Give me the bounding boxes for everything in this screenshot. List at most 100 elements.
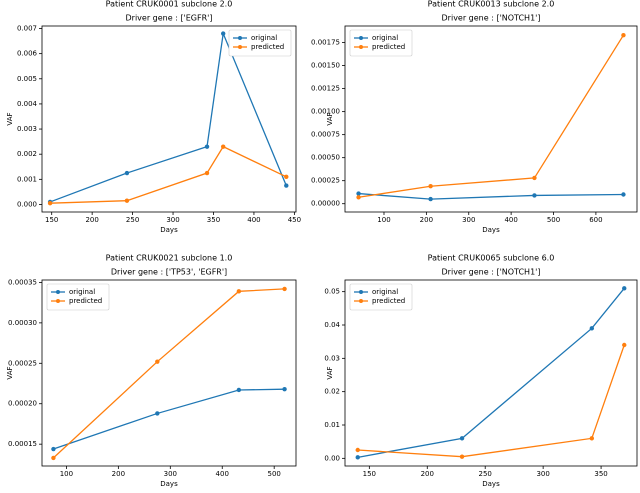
y-tick-label: 0.000 xyxy=(17,200,37,208)
chart-title: Patient CRUK0001 subclone 2.0 xyxy=(106,0,233,9)
x-tick-label: 300 xyxy=(462,216,475,224)
chart-subtitle: Driver gene : ['NOTCH1'] xyxy=(442,14,541,23)
x-tick-label: 250 xyxy=(479,470,492,478)
x-axis-label: Days xyxy=(160,226,178,234)
y-tick-label: 0.04 xyxy=(324,321,340,329)
legend-frame xyxy=(228,29,292,57)
point xyxy=(204,144,210,149)
y-tick-label: 0.005 xyxy=(17,75,37,83)
x-tick-label: 200 xyxy=(420,216,433,224)
series-line xyxy=(49,31,287,203)
y-tick-label: 0.00075 xyxy=(311,131,340,139)
series-line xyxy=(357,287,625,458)
legend-label: original xyxy=(372,288,398,296)
x-tick-label: 300 xyxy=(164,470,177,478)
point xyxy=(621,33,626,38)
y-tick-label: 0.00050 xyxy=(311,154,340,162)
chart-title: Patient CRUK0013 subclone 2.0 xyxy=(428,0,555,9)
x-tick-label: 500 xyxy=(547,216,560,224)
legend-label: predicted xyxy=(251,43,284,51)
y-tick-label: 0.03 xyxy=(324,354,340,362)
point xyxy=(155,411,160,416)
y-tick-label: 0.00025 xyxy=(311,177,340,185)
plot-frame xyxy=(41,25,297,213)
legend-marker xyxy=(359,299,363,303)
x-tick-label: 350 xyxy=(207,216,220,224)
legend-marker xyxy=(56,299,60,303)
x-tick-label: 150 xyxy=(45,216,58,224)
y-axis-label: VAF xyxy=(326,366,334,379)
point xyxy=(621,192,626,197)
point xyxy=(51,446,56,452)
point xyxy=(284,174,289,180)
plot-frame xyxy=(344,25,638,213)
legend-label: original xyxy=(251,34,277,42)
point xyxy=(356,195,361,200)
y-tick-label: 0.006 xyxy=(17,50,38,58)
legend-marker xyxy=(56,290,60,294)
legend-marker xyxy=(238,45,242,49)
point xyxy=(355,455,360,460)
y-tick-label: 0.00015 xyxy=(8,440,37,448)
x-tick-label: 350 xyxy=(594,470,607,478)
point xyxy=(459,454,465,459)
x-tick-label: 300 xyxy=(166,216,179,224)
x-tick-label: 300 xyxy=(536,470,549,478)
y-axis-label: VAF xyxy=(6,366,14,379)
y-tick-label: 0.001 xyxy=(17,175,37,183)
x-tick-label: 500 xyxy=(267,470,280,478)
y-axis-label: VAF xyxy=(6,112,14,125)
point xyxy=(532,193,537,198)
series-line xyxy=(358,192,624,200)
point xyxy=(589,326,595,331)
point xyxy=(236,387,242,393)
legend-marker xyxy=(238,36,242,40)
y-tick-label: 0.003 xyxy=(17,125,37,133)
point xyxy=(47,201,53,206)
y-tick-label: 0.00125 xyxy=(311,85,340,93)
x-axis-label: Days xyxy=(482,226,500,234)
point xyxy=(284,183,289,188)
series-line xyxy=(358,34,624,198)
point xyxy=(428,184,433,189)
legend-label: predicted xyxy=(372,43,405,51)
x-tick-label: 600 xyxy=(589,216,602,224)
point xyxy=(356,191,361,196)
legend-frame xyxy=(46,283,110,311)
point xyxy=(124,170,130,176)
x-tick-label: 200 xyxy=(112,470,125,478)
x-axis-label: Days xyxy=(160,480,178,488)
y-tick-label: 0.00175 xyxy=(311,39,340,47)
legend-frame xyxy=(349,283,413,311)
y-tick-label: 0.00030 xyxy=(8,319,37,327)
x-tick-label: 100 xyxy=(60,470,73,478)
chart-subtitle: Driver gene : ['NOTCH1'] xyxy=(442,268,541,277)
x-tick-label: 250 xyxy=(126,216,139,224)
point xyxy=(622,342,627,348)
chart-subtitle: Driver gene : ['EGFR'] xyxy=(126,14,213,23)
y-tick-label: 0.007 xyxy=(17,25,37,33)
x-axis-label: Days xyxy=(482,480,500,488)
chart-subtitle: Driver gene : ['TP53', 'EGFR'] xyxy=(111,268,227,277)
x-tick-label: 100 xyxy=(377,216,390,224)
x-tick-label: 400 xyxy=(504,216,517,224)
point xyxy=(355,447,360,453)
x-tick-label: 200 xyxy=(85,216,98,224)
legend-marker xyxy=(359,290,363,294)
legend-label: predicted xyxy=(69,297,102,305)
point xyxy=(155,359,160,364)
y-axis-label: VAF xyxy=(326,112,334,125)
y-tick-label: 0.00035 xyxy=(8,278,37,286)
y-tick-label: 0.004 xyxy=(17,100,38,108)
x-tick-label: 400 xyxy=(247,216,260,224)
legend-frame xyxy=(349,29,413,57)
legend-marker xyxy=(359,45,363,49)
series-line xyxy=(53,388,285,450)
series-line xyxy=(52,288,285,459)
legend-marker xyxy=(359,36,363,40)
point xyxy=(220,144,226,149)
